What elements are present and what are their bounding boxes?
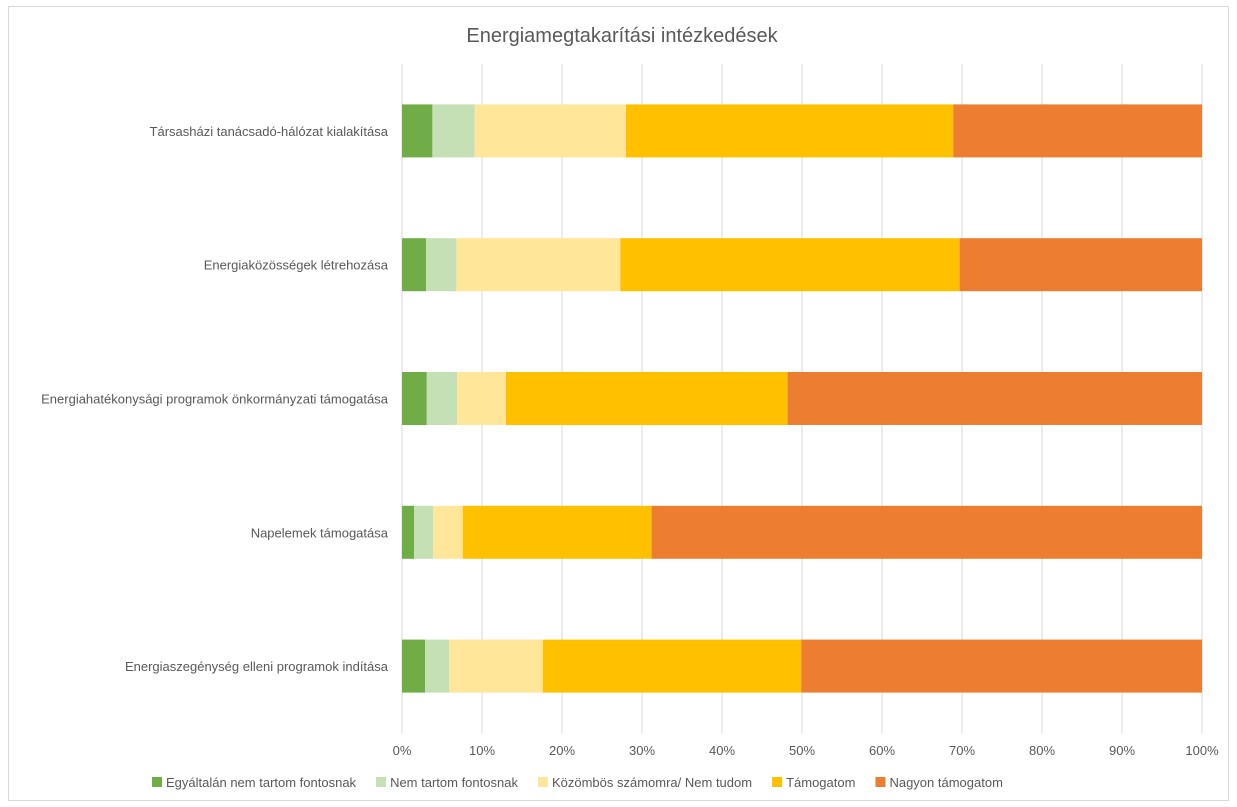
x-tick-label: 10% [469,743,495,758]
bar-segment [414,505,434,559]
legend: Egyáltalán nem tartom fontosnak Nem tarto… [152,775,1003,790]
bar-segment [456,238,621,292]
legend-label: Nem tartom fontosnak [390,775,518,790]
x-tick-label: 80% [1029,743,1055,758]
bar-segment [959,238,1202,292]
bars [402,104,1202,693]
x-tick-label: 50% [789,743,815,758]
bar-segment [506,372,788,425]
category-label: Napelemek támogatása [251,525,389,540]
bar-segment [402,372,427,425]
bar-segment [402,238,426,292]
bar-segment [402,639,426,693]
x-tick-label: 60% [869,743,895,758]
x-tick-label: 90% [1109,743,1135,758]
bar-segment [433,505,463,559]
bar-segment [787,372,1202,425]
x-axis-ticks: 0% 10% 20% 30% 40% 50% 60% 70% 80% 90% 100% [393,743,1219,758]
bar-segment [432,104,475,158]
bar-segment [426,238,457,292]
x-tick-label: 0% [393,743,412,758]
legend-swatch [152,777,162,787]
x-tick-label: 20% [549,743,575,758]
bar-segment [801,639,1202,693]
legend-label: Nagyon támogatom [889,775,1002,790]
x-tick-label: 100% [1185,743,1219,758]
bar-segment [462,505,652,559]
bar-segment [402,505,414,559]
legend-swatch [376,777,387,787]
category-label: Energiaszegénység elleni programok indít… [125,659,389,674]
bar-segment [425,639,450,693]
x-tick-label: 40% [709,743,735,758]
bar-segment [474,104,626,158]
legend-swatch [537,777,548,787]
legend-label: Támogatom [786,775,855,790]
legend-label: Egyáltalán nem tartom fontosnak [166,775,357,790]
bar-segment [651,505,1202,559]
legend-swatch [772,777,783,787]
bar-segment [449,639,543,693]
category-labels: Társasházi tanácsadó-hálózat kialakítása… [41,124,389,674]
category-label: Társasházi tanácsadó-hálózat kialakítása [150,124,389,139]
bar-segment [426,372,458,425]
bar-segment [626,104,954,158]
x-tick-label: 70% [949,743,975,758]
x-tick-label: 30% [629,743,655,758]
bar-segment [953,104,1202,158]
category-label: Energiaközösségek létrehozása [204,258,389,273]
bar-segment [620,238,960,292]
bar-segment [402,104,433,158]
category-label: Energiahatékonysági programok önkormányz… [41,392,389,407]
bar-segment [457,372,506,425]
legend-swatch [875,777,886,787]
chart-title: Energiamegtakarítási intézkedések [466,25,778,47]
legend-label: Közömbös számomra/ Nem tudom [552,775,752,790]
bar-segment [542,639,802,693]
